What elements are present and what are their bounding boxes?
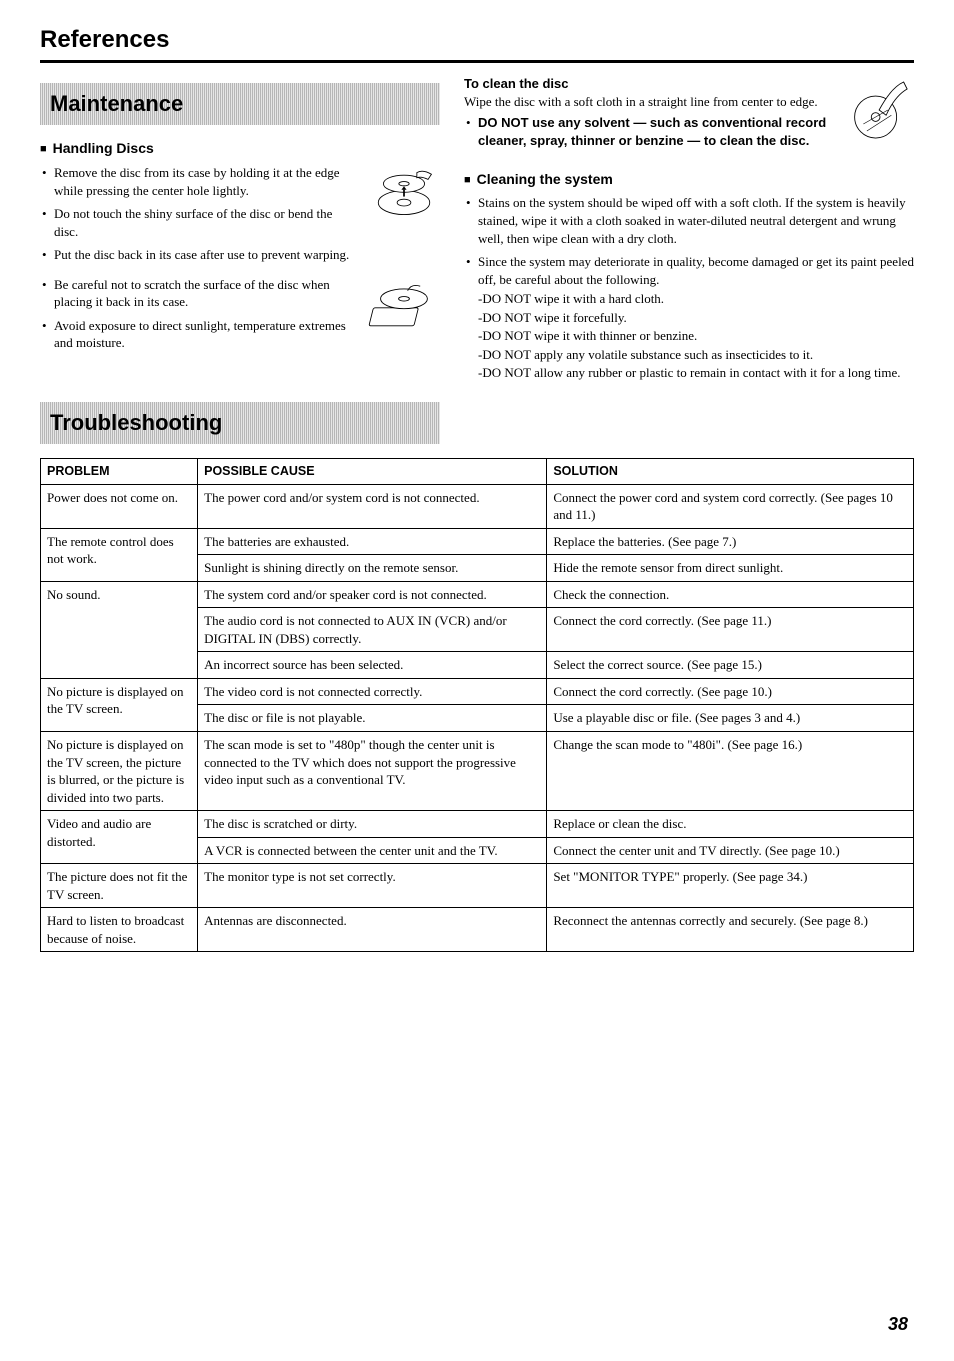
- maintenance-columns: Maintenance ■Handling Discs Remove the d…: [40, 75, 914, 394]
- table-row: Power does not come on.The power cord an…: [41, 484, 914, 528]
- handling-list-1: Remove the disc from its case by holding…: [40, 164, 358, 264]
- th-cause: POSSIBLE CAUSE: [198, 458, 547, 484]
- table-row: No sound.The system cord and/or speaker …: [41, 581, 914, 608]
- clean-disc-body: Wipe the disc with a soft cloth in a str…: [464, 93, 836, 111]
- clean-system-heading: ■Cleaning the system: [464, 170, 914, 189]
- table-row: The picture does not fit the TV screen.T…: [41, 864, 914, 908]
- page-title: References: [40, 24, 914, 56]
- disc-storage-icon: [368, 276, 440, 336]
- list-item: -DO NOT wipe it forcefully.: [478, 309, 914, 327]
- list-item: Be careful not to scratch the surface of…: [40, 276, 358, 311]
- cell-solution: Connect the cord correctly. (See page 10…: [547, 678, 914, 705]
- maintenance-left-column: Maintenance ■Handling Discs Remove the d…: [40, 75, 440, 394]
- handling-text-1: Remove the disc from its case by holding…: [40, 164, 358, 276]
- cell-cause: The audio cord is not connected to AUX I…: [198, 608, 547, 652]
- cell-cause: Sunlight is shining directly on the remo…: [198, 555, 547, 582]
- troubleshooting-body: Power does not come on.The power cord an…: [41, 484, 914, 952]
- clean-disc-icon: [846, 75, 914, 150]
- cell-problem: The remote control does not work.: [41, 528, 198, 581]
- cell-cause: The system cord and/or speaker cord is n…: [198, 581, 547, 608]
- cell-problem: The picture does not fit the TV screen.: [41, 864, 198, 908]
- list-item: Do not touch the shiny surface of the di…: [40, 205, 358, 240]
- disc-handling-icon: [368, 164, 440, 224]
- list-item: -DO NOT allow any rubber or plastic to r…: [484, 364, 914, 382]
- th-solution: SOLUTION: [547, 458, 914, 484]
- list-item: Since the system may deteriorate in qual…: [464, 253, 914, 382]
- list-item: -DO NOT apply any volatile substance suc…: [478, 346, 914, 364]
- table-row: No picture is displayed on the TV screen…: [41, 731, 914, 810]
- title-underline: [40, 60, 914, 63]
- troubleshooting-table: PROBLEM POSSIBLE CAUSE SOLUTION Power do…: [40, 458, 914, 953]
- cell-problem: Video and audio are distorted.: [41, 811, 198, 864]
- clean-disc-row: To clean the disc Wipe the disc with a s…: [464, 75, 914, 161]
- page-number: 38: [40, 1312, 914, 1336]
- cell-cause: The video cord is not connected correctl…: [198, 678, 547, 705]
- cell-solution: Set "MONITOR TYPE" properly. (See page 3…: [547, 864, 914, 908]
- cell-cause: An incorrect source has been selected.: [198, 652, 547, 679]
- clean-system-heading-text: Cleaning the system: [477, 171, 613, 187]
- cell-problem: No picture is displayed on the TV screen…: [41, 731, 198, 810]
- cell-solution: Connect the power cord and system cord c…: [547, 484, 914, 528]
- cell-solution: Check the connection.: [547, 581, 914, 608]
- maintenance-right-column: To clean the disc Wipe the disc with a s…: [464, 75, 914, 394]
- clean-disc-heading: To clean the disc: [464, 75, 836, 93]
- handling-text-2: Be careful not to scratch the surface of…: [40, 276, 358, 364]
- cell-cause: The batteries are exhausted.: [198, 528, 547, 555]
- handling-discs-heading-text: Handling Discs: [53, 140, 154, 156]
- cell-solution: Reconnect the antennas correctly and sec…: [547, 908, 914, 952]
- list-item: Remove the disc from its case by holding…: [40, 164, 358, 199]
- list-item: -DO NOT wipe it with a hard cloth.: [478, 290, 914, 308]
- list-item: -DO NOT wipe it with thinner or benzine.: [478, 327, 914, 345]
- list-item: Put the disc back in its case after use …: [40, 246, 358, 264]
- cell-problem: Power does not come on.: [41, 484, 198, 528]
- list-item: DO NOT use any solvent — such as convent…: [464, 114, 836, 149]
- th-problem: PROBLEM: [41, 458, 198, 484]
- clean-system-item-2-text: Since the system may deteriorate in qual…: [478, 254, 914, 287]
- clean-disc-text: To clean the disc Wipe the disc with a s…: [464, 75, 836, 161]
- cell-cause: The disc is scratched or dirty.: [198, 811, 547, 838]
- handling-list-2: Be careful not to scratch the surface of…: [40, 276, 358, 352]
- cell-cause: The monitor type is not set correctly.: [198, 864, 547, 908]
- cell-problem: No picture is displayed on the TV screen…: [41, 678, 198, 731]
- cell-problem: Hard to listen to broadcast because of n…: [41, 908, 198, 952]
- cell-solution: Replace or clean the disc.: [547, 811, 914, 838]
- cell-cause: A VCR is connected between the center un…: [198, 837, 547, 864]
- cell-solution: Hide the remote sensor from direct sunli…: [547, 555, 914, 582]
- table-header-row: PROBLEM POSSIBLE CAUSE SOLUTION: [41, 458, 914, 484]
- handling-discs-heading: ■Handling Discs: [40, 139, 440, 158]
- cell-solution: Use a playable disc or file. (See pages …: [547, 705, 914, 732]
- cell-cause: The scan mode is set to "480p" though th…: [198, 731, 547, 810]
- cell-solution: Select the correct source. (See page 15.…: [547, 652, 914, 679]
- table-row: The remote control does not work.The bat…: [41, 528, 914, 555]
- table-row: Video and audio are distorted.The disc i…: [41, 811, 914, 838]
- maintenance-heading: Maintenance: [40, 83, 440, 125]
- cell-cause: Antennas are disconnected.: [198, 908, 547, 952]
- cell-solution: Change the scan mode to "480i". (See pag…: [547, 731, 914, 810]
- cell-solution: Connect the center unit and TV directly.…: [547, 837, 914, 864]
- table-row: No picture is displayed on the TV screen…: [41, 678, 914, 705]
- cell-solution: Replace the batteries. (See page 7.): [547, 528, 914, 555]
- list-item: Avoid exposure to direct sunlight, tempe…: [40, 317, 358, 352]
- clean-disc-warning: DO NOT use any solvent — such as convent…: [478, 115, 826, 148]
- clean-system-sublist: -DO NOT wipe it with a hard cloth. -DO N…: [478, 290, 914, 382]
- cell-cause: The power cord and/or system cord is not…: [198, 484, 547, 528]
- handling-row-2: Be careful not to scratch the surface of…: [40, 276, 440, 364]
- clean-system-list: Stains on the system should be wiped off…: [464, 194, 914, 381]
- list-item: Stains on the system should be wiped off…: [464, 194, 914, 247]
- clean-disc-warning-list: DO NOT use any solvent — such as convent…: [464, 114, 836, 149]
- cell-solution: Connect the cord correctly. (See page 11…: [547, 608, 914, 652]
- troubleshooting-heading: Troubleshooting: [40, 402, 440, 444]
- cell-problem: No sound.: [41, 581, 198, 678]
- table-row: Hard to listen to broadcast because of n…: [41, 908, 914, 952]
- cell-cause: The disc or file is not playable.: [198, 705, 547, 732]
- handling-row-1: Remove the disc from its case by holding…: [40, 164, 440, 276]
